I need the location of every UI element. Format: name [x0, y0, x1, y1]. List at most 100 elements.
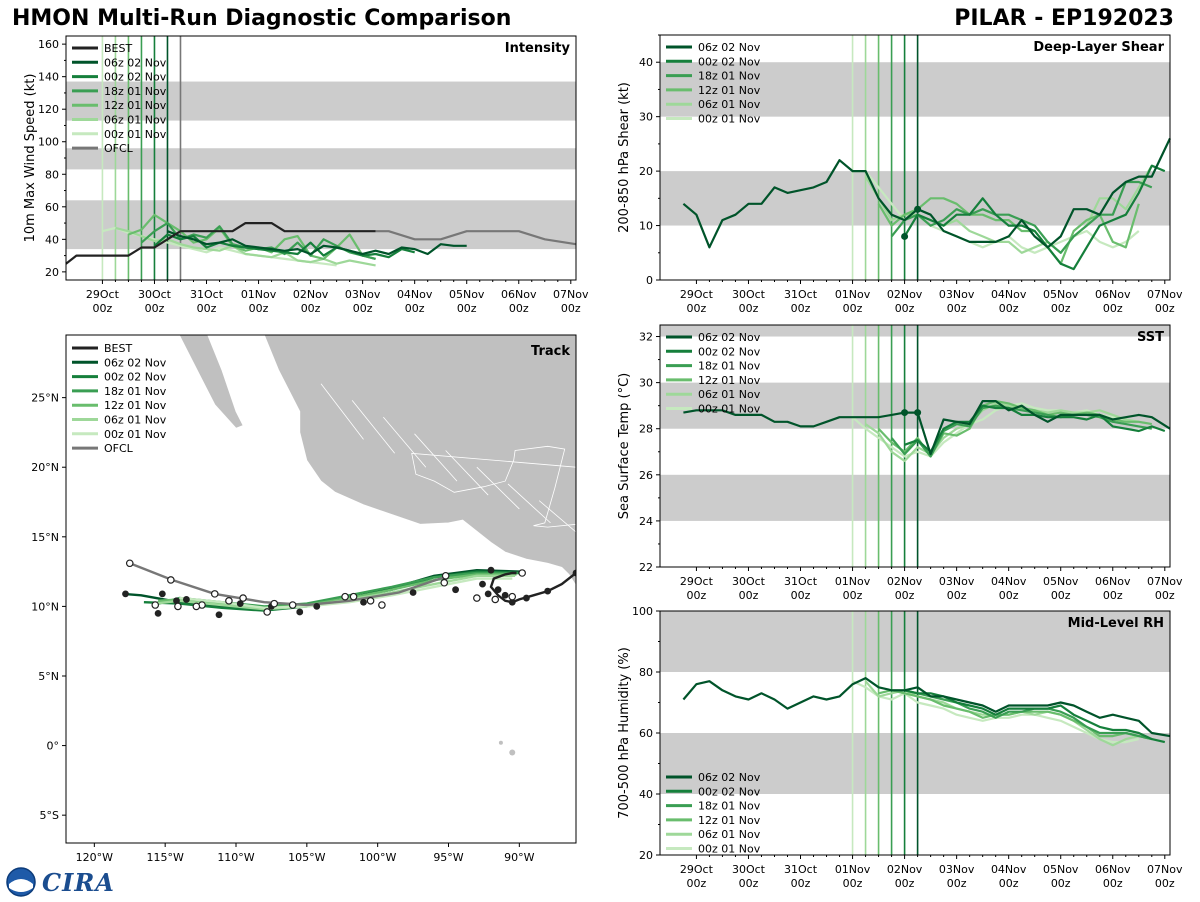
shaded-band — [66, 81, 576, 121]
x-tick-label: 05Nov — [449, 288, 485, 301]
track-point-open — [440, 578, 449, 587]
shaded-band — [660, 325, 1170, 337]
track-point — [494, 586, 502, 594]
x-tick-label: 00z — [947, 302, 967, 315]
legend-label: BEST — [104, 42, 132, 55]
x-tick-label: 00z — [947, 589, 967, 602]
state-boundary — [476, 466, 520, 510]
track-point — [572, 569, 576, 577]
x-tick-label: 03Nov — [939, 288, 975, 301]
legend-label: 00z 02 Nov — [698, 55, 761, 68]
track-point — [484, 590, 492, 598]
y-tick-label: 15°N — [31, 531, 59, 544]
legend-label: 06z 01 Nov — [104, 114, 167, 127]
x-tick-label: 00z — [999, 302, 1019, 315]
legend-label: 18z 01 Nov — [698, 70, 761, 83]
x-tick-label: 120°W — [76, 851, 113, 864]
series-line — [375, 230, 577, 246]
legend-label: 06z 02 Nov — [698, 41, 761, 54]
track-point — [183, 596, 190, 603]
x-tick-label: 00z — [1155, 877, 1175, 890]
x-tick-label: 01Nov — [241, 288, 277, 301]
x-tick-label: 03Nov — [939, 575, 975, 588]
x-tick-label: 03Nov — [345, 288, 381, 301]
shaded-band — [660, 62, 1170, 117]
x-tick-label: 00z — [999, 877, 1019, 890]
x-tick-label: 00z — [791, 589, 811, 602]
track-point — [508, 598, 516, 606]
x-tick-label: 02Nov — [887, 863, 923, 876]
track-point-open — [378, 601, 386, 609]
x-tick-label: 00z — [405, 302, 425, 315]
x-tick-label: 00z — [1103, 302, 1123, 315]
track-point-open — [239, 594, 247, 602]
x-tick-label: 00z — [93, 302, 113, 315]
land-east — [576, 523, 590, 620]
x-tick-label: 30Oct — [138, 288, 172, 301]
track-point — [487, 566, 495, 574]
track-point — [501, 591, 509, 599]
legend-label: 12z 01 Nov — [698, 814, 761, 827]
x-tick-label: 00z — [791, 302, 811, 315]
x-tick-label: 07Nov — [553, 288, 589, 301]
track-point — [296, 608, 304, 616]
y-tick-label: 40 — [639, 56, 653, 69]
track-point-open — [491, 595, 500, 604]
shaded-band — [660, 611, 1170, 672]
track-point — [479, 580, 486, 588]
legend-label: 12z 01 Nov — [104, 99, 167, 112]
x-tick-label: 06Nov — [1095, 863, 1131, 876]
x-tick-label: 00z — [895, 302, 915, 315]
y-tick-label: 20 — [639, 165, 653, 178]
x-tick-label: 01Nov — [835, 288, 871, 301]
state-boundary — [445, 450, 489, 496]
x-tick-label: 00z — [1051, 589, 1071, 602]
track-point-open — [349, 592, 358, 601]
x-tick-label: 30Oct — [732, 288, 766, 301]
series-line — [683, 399, 1171, 456]
y-tick-label: 32 — [639, 331, 653, 344]
y-tick-label: 28 — [639, 423, 653, 436]
x-tick-label: 105°W — [288, 851, 325, 864]
series-line — [167, 230, 467, 256]
legend-label: 12z 01 Nov — [698, 84, 761, 97]
legend-label: 18z 01 Nov — [698, 360, 761, 373]
x-tick-label: 00z — [509, 302, 529, 315]
x-tick-label: 00z — [1103, 589, 1123, 602]
legend-label: OFCL — [104, 442, 134, 455]
x-tick-label: 00z — [457, 302, 477, 315]
x-tick-label: 00z — [1155, 589, 1175, 602]
track-point — [544, 587, 552, 595]
track-point — [360, 598, 367, 606]
legend-label: 06z 01 Nov — [698, 828, 761, 841]
series-line — [878, 689, 1153, 741]
x-tick-label: 00z — [739, 589, 759, 602]
track-point-open — [225, 597, 233, 605]
figure-title: HMON Multi-Run Diagnostic Comparison — [12, 6, 512, 31]
y-tick-label: 60 — [45, 201, 59, 214]
x-tick-label: 00z — [843, 589, 863, 602]
x-tick-label: 00z — [197, 302, 217, 315]
x-tick-label: 07Nov — [1147, 288, 1183, 301]
x-tick-label: 00z — [687, 877, 707, 890]
sst-chart: 22242628303229Oct00z30Oct00z31Oct00z01No… — [617, 324, 1183, 602]
legend-label: 06z 01 Nov — [104, 414, 167, 427]
track-point-open — [341, 592, 349, 601]
legend-label: 00z 01 Nov — [104, 428, 167, 441]
x-tick-label: 29Oct — [680, 575, 714, 588]
y-tick-label: 120 — [38, 103, 59, 116]
legend-label: 06z 01 Nov — [698, 98, 761, 111]
track-point-open — [518, 569, 526, 577]
x-tick-label: 00z — [947, 877, 967, 890]
x-tick-label: 01Nov — [835, 863, 871, 876]
x-tick-label: 00z — [561, 302, 581, 315]
x-tick-label: 07Nov — [1147, 863, 1183, 876]
y-tick-label: 40 — [639, 788, 653, 801]
legend-label: 18z 01 Nov — [698, 800, 761, 813]
legend-label: BEST — [104, 342, 132, 355]
x-tick-label: 30Oct — [732, 575, 766, 588]
rh-chart: 2040608010029Oct00z30Oct00z31Oct00z01Nov… — [617, 605, 1183, 890]
track-point — [523, 594, 530, 602]
legend-label: 00z 01 Nov — [698, 843, 761, 856]
y-tick-label: 100 — [632, 605, 653, 618]
